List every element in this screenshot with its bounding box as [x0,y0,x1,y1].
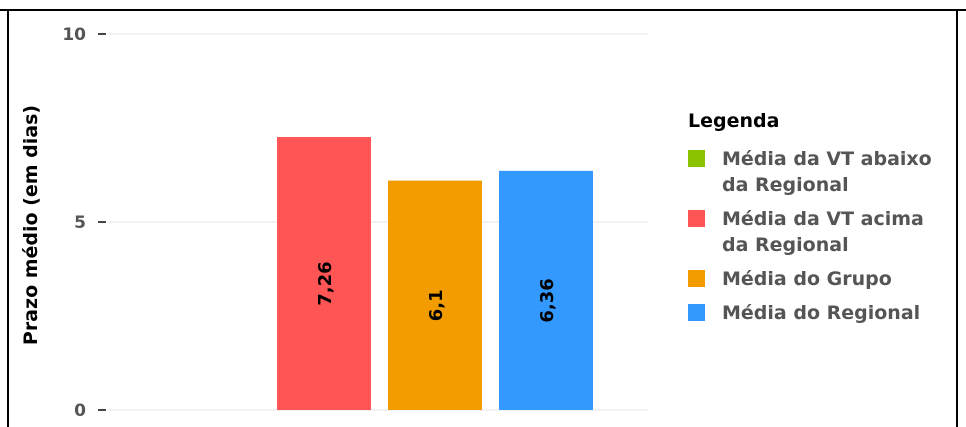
legend: Legenda Média da VT abaixo da Regional Mé… [688,110,958,334]
legend-item[interactable]: Média do Grupo [688,266,958,292]
y-ticks: 0 5 10 [62,25,106,421]
legend-label: Média da VT abaixo da Regional [722,148,932,196]
legend-swatch [688,150,705,167]
legend-item[interactable]: Média da VT acima da Regional [688,206,958,258]
legend-items: Média da VT abaixo da Regional Média da V… [688,146,958,326]
legend-label: Média do Grupo [722,268,892,290]
bar[interactable] [277,137,371,411]
legend-label: Média do Regional [722,302,921,324]
frame-top-border [0,9,966,11]
bar-data-label: 6,1 [426,289,447,321]
legend-item[interactable]: Média do Regional [688,300,958,326]
legend-swatch [688,270,705,287]
frame-right-border [956,9,958,427]
legend-swatch [688,210,705,227]
y-tick-label: 10 [62,25,86,45]
frame-left-border [7,9,9,427]
y-tick-label: 5 [74,213,86,233]
bar[interactable] [499,170,593,410]
legend-label: Média da VT acima da Regional [722,208,924,256]
y-axis-label: Prazo médio (em dias) [20,105,42,345]
y-tick-label: 0 [74,401,86,421]
bar-data-label: 7,26 [315,261,336,305]
legend-title: Legenda [688,110,780,132]
bar-data-label: 6,36 [537,278,558,322]
legend-swatch [688,304,705,321]
legend-item[interactable]: Média da VT abaixo da Regional [688,146,958,198]
bars: 7,26 6,1 6,36 [277,137,593,411]
bar[interactable] [388,180,482,410]
